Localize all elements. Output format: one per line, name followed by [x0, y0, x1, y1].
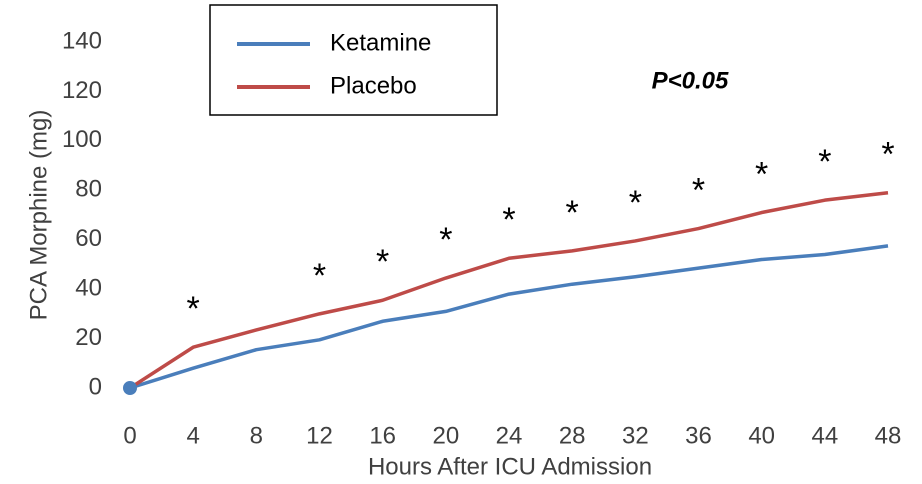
- legend-label: Ketamine: [330, 29, 431, 56]
- start-marker: [123, 381, 137, 395]
- x-tick-label: 16: [369, 422, 396, 449]
- significance-mark: *: [818, 143, 831, 181]
- significance-mark: *: [755, 156, 768, 194]
- x-tick-label: 28: [559, 422, 586, 449]
- y-tick-label: 40: [75, 274, 102, 301]
- x-tick-label: 48: [875, 422, 902, 449]
- x-tick-label: 4: [186, 422, 199, 449]
- significance-mark: *: [187, 290, 200, 328]
- significance-mark: *: [376, 243, 389, 281]
- p-value-annotation: P<0.05: [652, 67, 729, 94]
- significance-mark: *: [313, 257, 326, 295]
- y-tick-label: 80: [75, 176, 102, 203]
- x-tick-label: 44: [811, 422, 838, 449]
- y-tick-label: 100: [62, 126, 102, 153]
- x-tick-label: 24: [496, 422, 523, 449]
- legend-box: [209, 4, 498, 116]
- significance-mark: *: [566, 194, 579, 232]
- y-axis-label: PCA Morphine (mg): [25, 110, 52, 321]
- x-axis-label: Hours After ICU Admission: [368, 453, 652, 480]
- x-tick-label: 40: [748, 422, 775, 449]
- x-tick-label: 0: [123, 422, 136, 449]
- significance-mark: *: [881, 136, 894, 174]
- significance-mark: *: [692, 172, 705, 210]
- y-tick-label: 140: [62, 27, 102, 54]
- y-tick-label: 20: [75, 324, 102, 351]
- significance-mark: *: [439, 221, 452, 259]
- x-tick-label: 12: [306, 422, 333, 449]
- x-tick-label: 20: [432, 422, 459, 449]
- series-line: [129, 244, 889, 390]
- x-tick-label: 36: [685, 422, 712, 449]
- legend-label: Placebo: [330, 72, 417, 99]
- significance-mark: *: [629, 184, 642, 222]
- x-tick-label: 8: [250, 422, 263, 449]
- y-tick-label: 60: [75, 225, 102, 252]
- y-tick-label: 120: [62, 77, 102, 104]
- significance-mark: *: [502, 201, 515, 239]
- series-line: [129, 191, 889, 390]
- y-tick-label: 0: [89, 373, 102, 400]
- x-tick-label: 32: [622, 422, 649, 449]
